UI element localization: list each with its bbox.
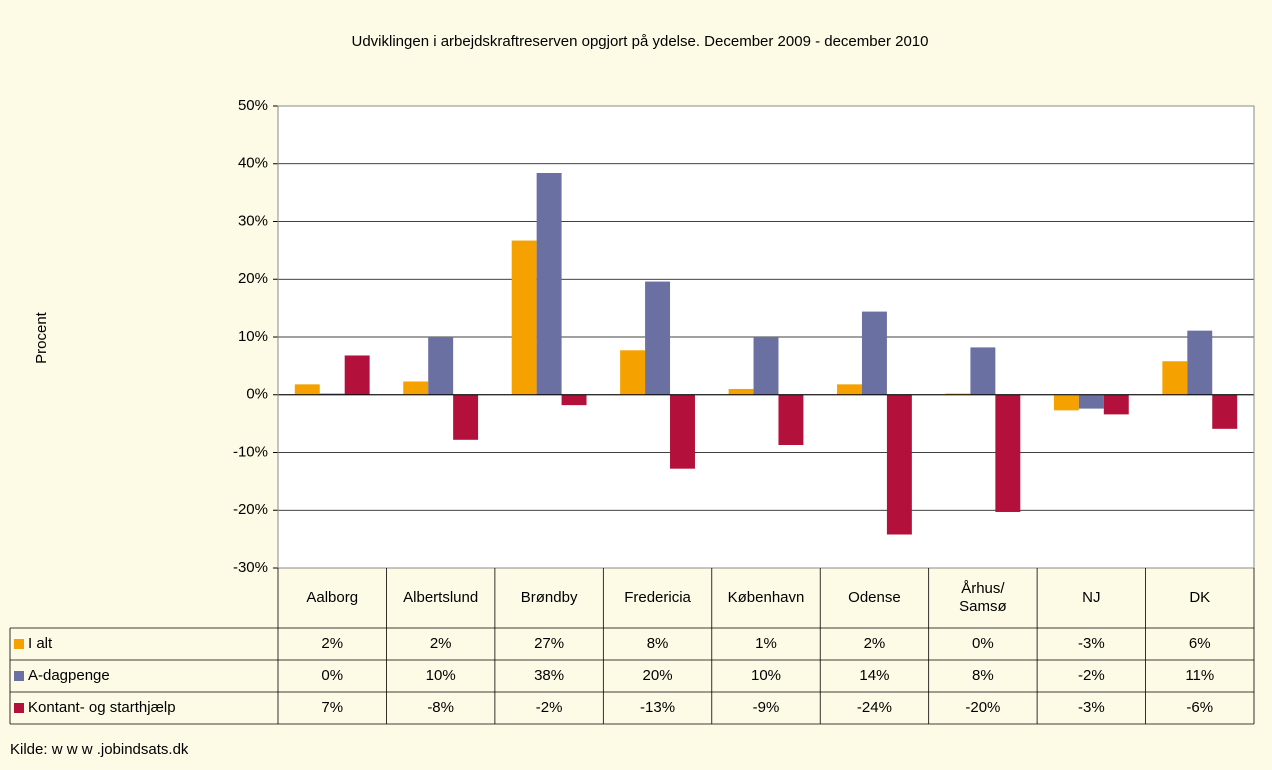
source: Kilde: w w w .jobindsats.dk xyxy=(10,741,189,758)
y-tick-label: -30% xyxy=(233,559,268,576)
table-value: -13% xyxy=(640,699,675,716)
legend-label: Kontant- og starthjælp xyxy=(28,699,176,716)
table-value: 10% xyxy=(426,667,456,684)
table-value: -9% xyxy=(753,699,780,716)
bar xyxy=(428,337,454,395)
table-value: -20% xyxy=(965,699,1000,716)
table-value: -3% xyxy=(1078,699,1105,716)
table-value: 0% xyxy=(321,667,343,684)
table-value: -8% xyxy=(427,699,454,716)
bar xyxy=(1053,394,1079,411)
legend-label: I alt xyxy=(28,635,53,652)
table-value: -3% xyxy=(1078,635,1105,652)
y-tick-label: -20% xyxy=(233,501,268,518)
table-value: 6% xyxy=(1189,635,1211,652)
bar xyxy=(861,311,887,395)
table-value: 8% xyxy=(972,667,994,684)
bar xyxy=(886,394,912,535)
table-value: 8% xyxy=(647,635,669,652)
y-tick-label: 50% xyxy=(238,97,268,114)
legend-swatch xyxy=(14,671,24,681)
bar xyxy=(536,172,562,395)
x-tick-label: Brøndby xyxy=(521,589,578,606)
table-value: 14% xyxy=(859,667,889,684)
legend-swatch xyxy=(14,703,24,713)
y-axis-label: Procent xyxy=(33,311,50,364)
chart-title: Udviklingen i arbejdskraftreserven opgjo… xyxy=(352,33,929,50)
table-value: 27% xyxy=(534,635,564,652)
legend-swatch xyxy=(14,639,24,649)
legend-label: A-dagpenge xyxy=(28,667,110,684)
table-value: 1% xyxy=(755,635,777,652)
x-tick-label: Århus/Samsø xyxy=(959,580,1007,615)
bar xyxy=(453,394,479,440)
bar xyxy=(294,384,320,395)
table-value: 2% xyxy=(864,635,886,652)
x-tick-label: Albertslund xyxy=(403,589,478,606)
y-tick-label: 10% xyxy=(238,328,268,345)
y-tick-label: -10% xyxy=(233,443,268,460)
bar xyxy=(344,355,370,395)
table-value: -2% xyxy=(1078,667,1105,684)
y-tick-label: 20% xyxy=(238,270,268,287)
x-tick-label: København xyxy=(728,589,805,606)
y-tick-label: 40% xyxy=(238,155,268,172)
y-tick-label: 0% xyxy=(246,386,268,403)
table-value: 20% xyxy=(643,667,673,684)
table-value: -6% xyxy=(1186,699,1213,716)
x-tick-label: NJ xyxy=(1082,589,1100,606)
x-tick-label: Fredericia xyxy=(624,589,691,606)
table-value: 2% xyxy=(321,635,343,652)
table-value: 11% xyxy=(1185,667,1214,684)
bar xyxy=(778,394,804,445)
bar xyxy=(620,350,646,395)
y-tick-label: 30% xyxy=(238,212,268,229)
table-value: 7% xyxy=(321,699,343,716)
table-value: 38% xyxy=(534,667,564,684)
plot-border xyxy=(277,105,1255,569)
bar xyxy=(403,381,429,395)
bar xyxy=(1078,394,1104,409)
bar xyxy=(561,394,587,406)
bar xyxy=(1187,330,1213,395)
bar xyxy=(970,347,996,395)
x-tick-label: Odense xyxy=(848,589,901,606)
x-tick-label: Aalborg xyxy=(306,589,358,606)
bar xyxy=(1162,361,1188,395)
table-value: -24% xyxy=(857,699,892,716)
bar xyxy=(319,393,345,395)
table-value: 2% xyxy=(430,635,452,652)
table-value: -2% xyxy=(536,699,563,716)
bar xyxy=(753,337,779,395)
table-value: 10% xyxy=(751,667,781,684)
bar xyxy=(728,388,754,395)
bar xyxy=(1212,394,1238,429)
bar xyxy=(645,281,671,395)
bar xyxy=(1103,394,1129,415)
bar xyxy=(945,393,971,395)
bar xyxy=(995,394,1021,512)
table-value: 0% xyxy=(972,635,994,652)
bar xyxy=(837,384,862,395)
bar xyxy=(670,394,695,469)
bar xyxy=(511,240,537,395)
x-tick-label: DK xyxy=(1189,589,1210,606)
